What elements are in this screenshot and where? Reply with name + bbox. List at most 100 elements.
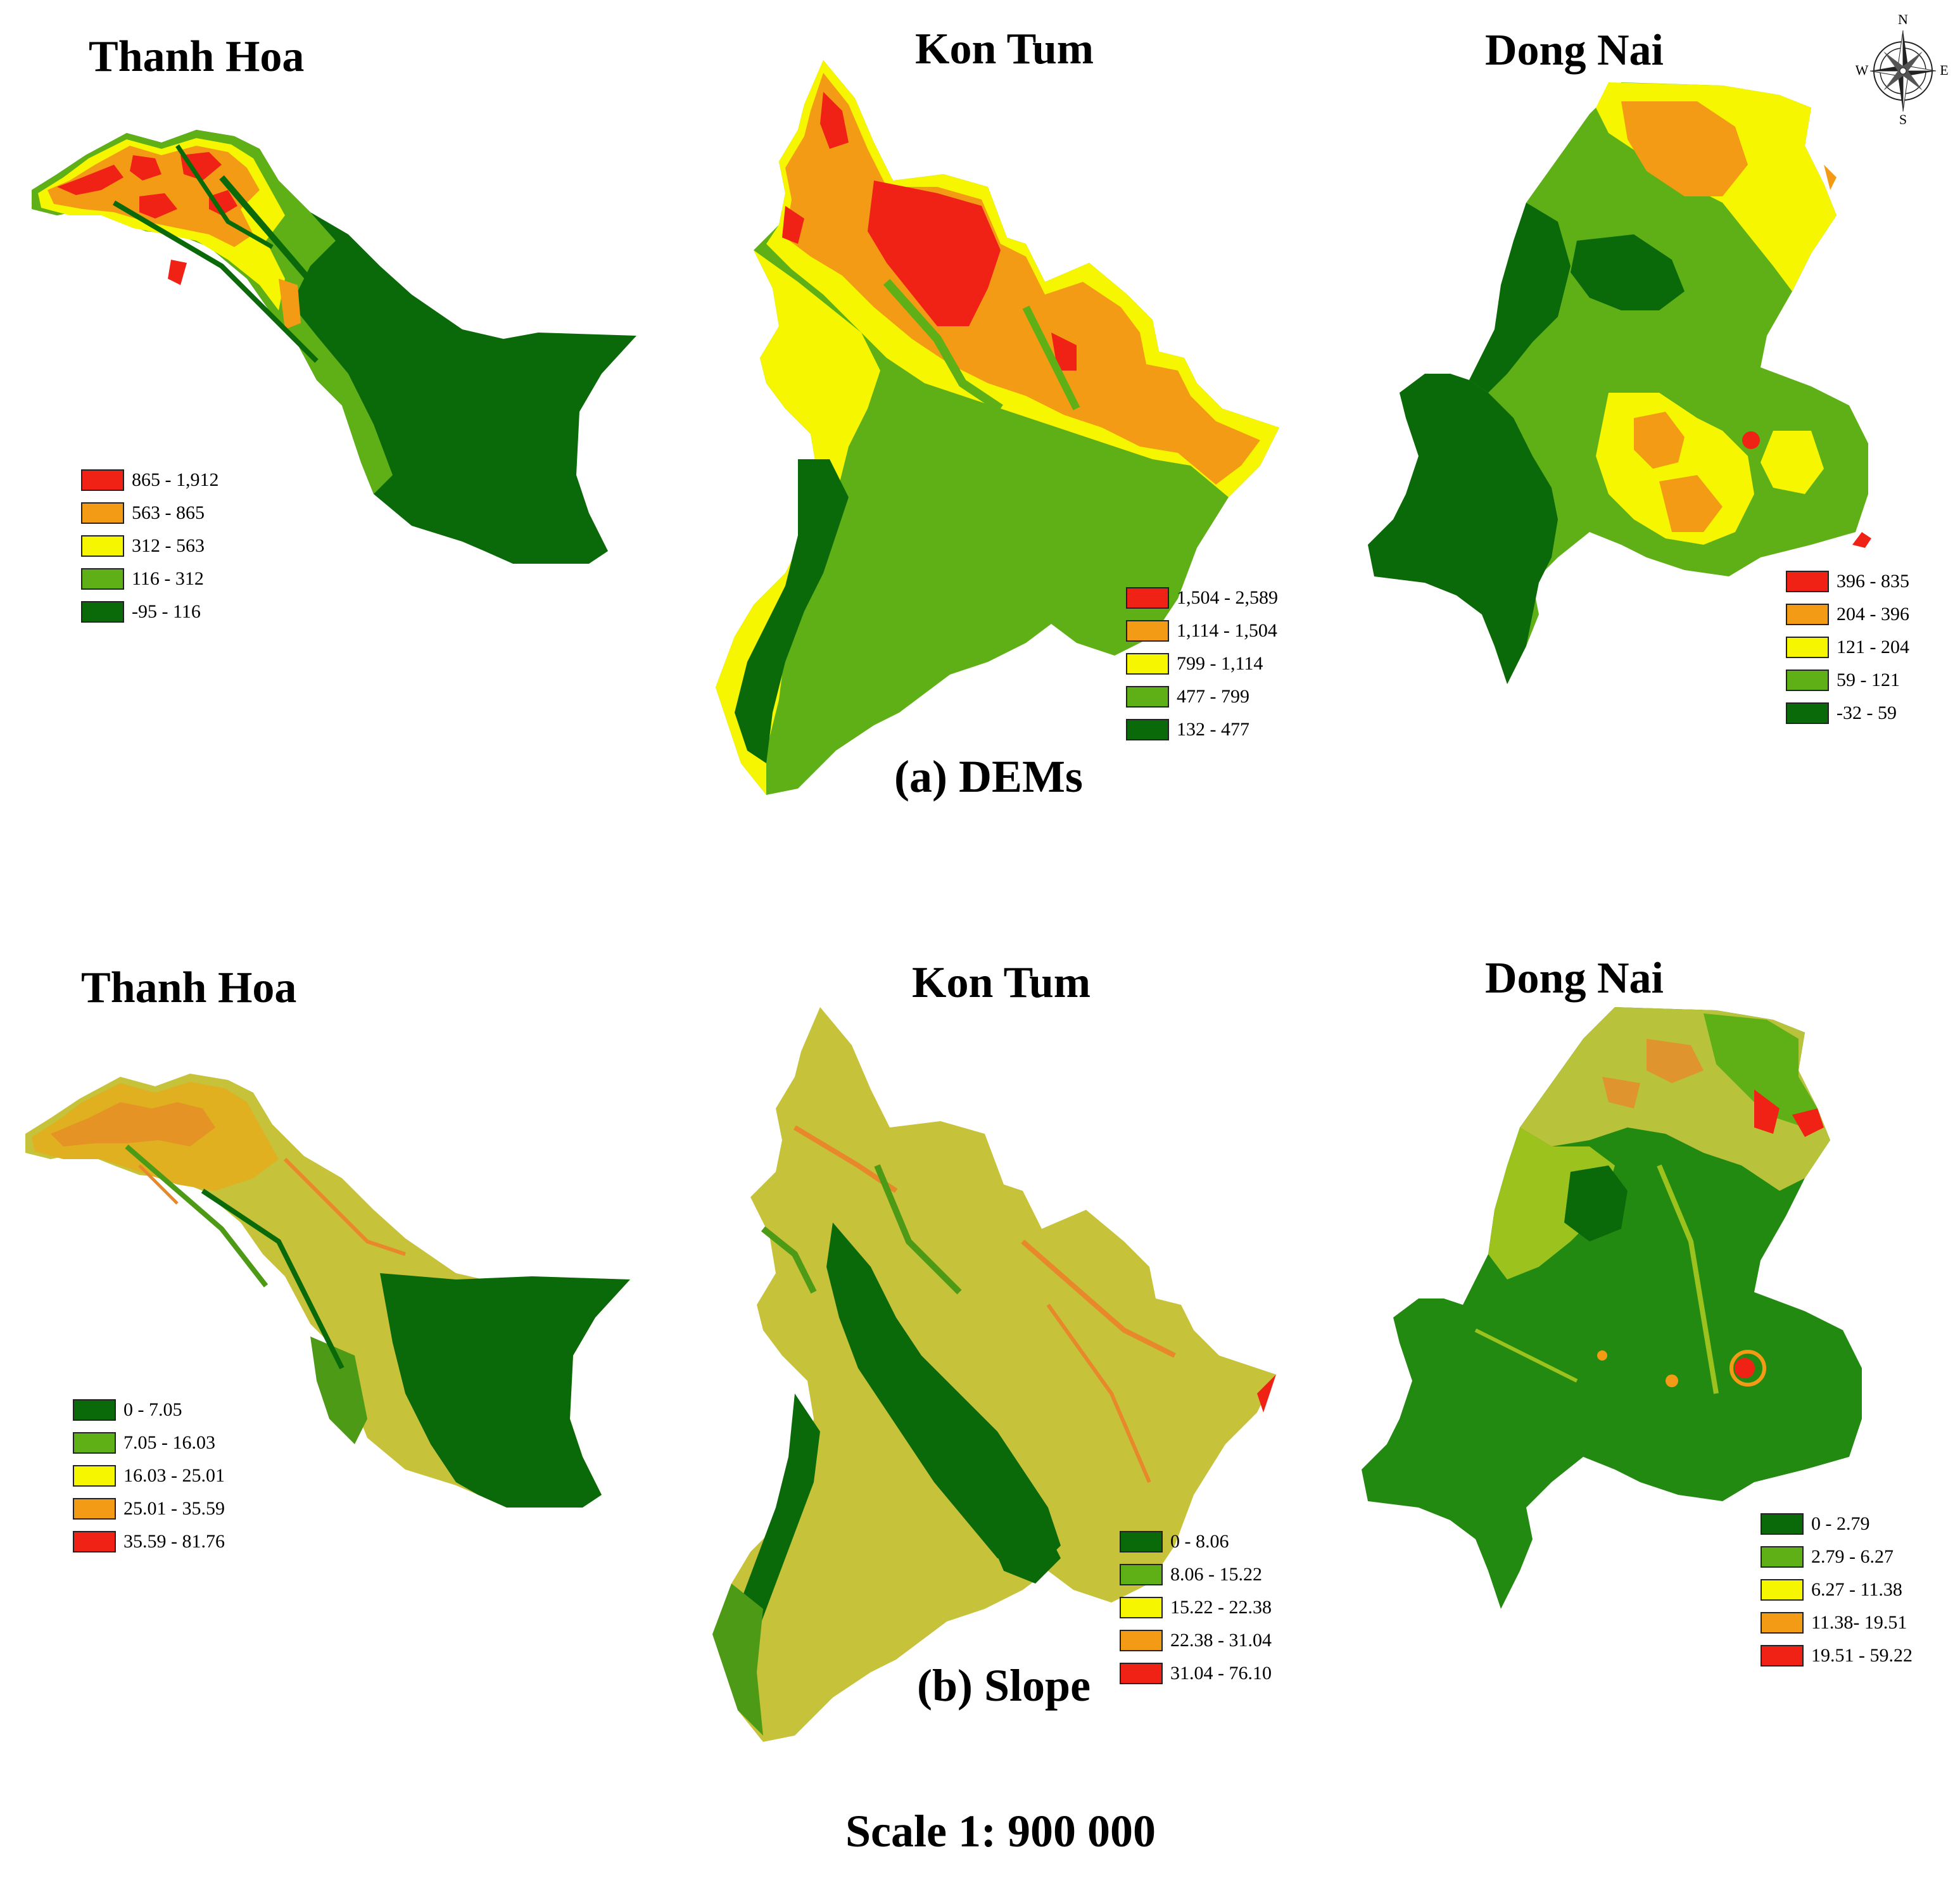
legend-swatch (1761, 1612, 1804, 1634)
legend-label: 116 - 312 (132, 568, 204, 589)
compass-rose-icon: N E S W (1856, 13, 1949, 127)
legend-swatch (81, 535, 124, 557)
legend-item: 312 - 563 (81, 530, 219, 562)
legend-item: 7.05 - 16.03 (73, 1426, 225, 1459)
legend-item: 0 - 8.06 (1120, 1525, 1272, 1558)
legend-label: 1,114 - 1,504 (1177, 620, 1277, 641)
legend-label: 25.01 - 35.59 (123, 1498, 225, 1519)
legend-item: 1,504 - 2,589 (1126, 581, 1278, 614)
legend-swatch (1761, 1546, 1804, 1568)
legend-swatch (1120, 1564, 1163, 1585)
legend-item: 2.79 - 6.27 (1761, 1540, 1913, 1573)
legend-item: 16.03 - 25.01 (73, 1459, 225, 1492)
legend-item: 396 - 835 (1786, 565, 1909, 598)
legend-swatch (1126, 653, 1169, 675)
legend-swatch (1126, 620, 1169, 642)
legend-label: 22.38 - 31.04 (1170, 1630, 1272, 1651)
legend-item: 25.01 - 35.59 (73, 1492, 225, 1525)
legend-swatch (73, 1531, 116, 1552)
legend-label: 477 - 799 (1177, 686, 1249, 707)
legend-swatch (1786, 604, 1829, 625)
legend-label: 19.51 - 59.22 (1811, 1645, 1913, 1666)
dem-caption: (a) DEMs (894, 751, 1083, 802)
legend-item: 799 - 1,114 (1126, 647, 1278, 680)
legend-swatch (81, 601, 124, 623)
dem-kon-tum-map (716, 60, 1279, 795)
legend-label: 0 - 8.06 (1170, 1531, 1229, 1552)
legend-item: 19.51 - 59.22 (1761, 1639, 1913, 1672)
legend-item: 204 - 396 (1786, 598, 1909, 631)
slope-thanh-hoa-title: Thanh Hoa (81, 963, 297, 1012)
legend-item: 6.27 - 11.38 (1761, 1573, 1913, 1606)
slope-kon-tum-title: Kon Tum (912, 958, 1091, 1007)
compass-n: N (1898, 13, 1908, 27)
legend-item: 865 - 1,912 (81, 464, 219, 497)
legend-label: 396 - 835 (1837, 571, 1909, 592)
legend-item: 22.38 - 31.04 (1120, 1624, 1272, 1657)
compass-s: S (1899, 111, 1907, 127)
compass-e: E (1940, 62, 1948, 78)
legend-label: 59 - 121 (1837, 670, 1900, 690)
dem-kon-tum-title: Kon Tum (915, 25, 1094, 73)
legend-label: 1,504 - 2,589 (1177, 587, 1278, 608)
legend-label: 563 - 865 (132, 502, 205, 523)
legend-label: 0 - 7.05 (123, 1399, 182, 1420)
legend-swatch (1786, 670, 1829, 691)
legend-label: 799 - 1,114 (1177, 653, 1263, 674)
slope-dong-nai-legend: 0 - 2.79 2.79 - 6.27 6.27 - 11.38 11.38-… (1761, 1508, 1913, 1672)
legend-label: 8.06 - 15.22 (1170, 1564, 1262, 1585)
legend-swatch (1761, 1579, 1804, 1601)
legend-item: 15.22 - 22.38 (1120, 1591, 1272, 1624)
legend-label: 865 - 1,912 (132, 469, 219, 490)
legend-item: 477 - 799 (1126, 680, 1278, 713)
legend-swatch (1126, 686, 1169, 708)
legend-item: -32 - 59 (1786, 697, 1909, 730)
slope-kon-tum-legend: 0 - 8.06 8.06 - 15.22 15.22 - 22.38 22.3… (1120, 1525, 1272, 1690)
legend-swatch (1120, 1630, 1163, 1651)
legend-item: 59 - 121 (1786, 664, 1909, 697)
legend-label: 121 - 204 (1837, 637, 1909, 657)
dem-dong-nai-map (1368, 82, 1871, 684)
legend-item: 121 - 204 (1786, 631, 1909, 664)
legend-item: 8.06 - 15.22 (1120, 1558, 1272, 1591)
legend-item: 11.38- 19.51 (1761, 1606, 1913, 1639)
legend-item: 132 - 477 (1126, 713, 1278, 746)
legend-label: 204 - 396 (1837, 604, 1909, 625)
slope-kon-tum-map (712, 1007, 1276, 1742)
compass-w: W (1856, 62, 1869, 78)
legend-swatch (73, 1465, 116, 1487)
legend-item: 0 - 2.79 (1761, 1508, 1913, 1540)
legend-swatch (1120, 1597, 1163, 1618)
slope-thanh-hoa-map (25, 1074, 630, 1508)
slope-thanh-hoa-legend: 0 - 7.05 7.05 - 16.03 16.03 - 25.01 25.0… (73, 1394, 225, 1558)
legend-swatch (1761, 1513, 1804, 1535)
legend-swatch (1761, 1645, 1804, 1667)
slope-dong-nai-title: Dong Nai (1485, 954, 1664, 1003)
legend-swatch (1120, 1531, 1163, 1552)
legend-swatch (1126, 587, 1169, 609)
scale-label: Scale 1: 900 000 (845, 1806, 1156, 1857)
slope-dong-nai-map (1362, 1007, 1862, 1609)
dem-kon-tum-legend: 1,504 - 2,589 1,114 - 1,504 799 - 1,114 … (1126, 581, 1278, 746)
legend-label: 6.27 - 11.38 (1811, 1579, 1902, 1600)
dem-dong-nai-title: Dong Nai (1485, 26, 1664, 75)
legend-swatch (73, 1432, 116, 1454)
dem-thanh-hoa-title: Thanh Hoa (89, 32, 305, 81)
legend-label: 7.05 - 16.03 (123, 1432, 215, 1453)
legend-item: 31.04 - 76.10 (1120, 1657, 1272, 1690)
legend-item: 35.59 - 81.76 (73, 1525, 225, 1558)
legend-label: 0 - 2.79 (1811, 1513, 1870, 1534)
dem-thanh-hoa-legend: 865 - 1,912 563 - 865 312 - 563 116 - 31… (81, 464, 219, 628)
legend-swatch (73, 1498, 116, 1520)
legend-label: 2.79 - 6.27 (1811, 1546, 1894, 1567)
dem-dong-nai-legend: 396 - 835 204 - 396 121 - 204 59 - 121 -… (1786, 565, 1909, 730)
legend-item: 116 - 312 (81, 562, 219, 595)
legend-label: -32 - 59 (1837, 702, 1897, 723)
legend-label: 132 - 477 (1177, 719, 1249, 740)
legend-swatch (73, 1399, 116, 1421)
legend-label: 16.03 - 25.01 (123, 1465, 225, 1486)
legend-swatch (1120, 1663, 1163, 1684)
legend-label: 11.38- 19.51 (1811, 1612, 1907, 1633)
legend-item: 0 - 7.05 (73, 1394, 225, 1426)
legend-swatch (81, 502, 124, 524)
